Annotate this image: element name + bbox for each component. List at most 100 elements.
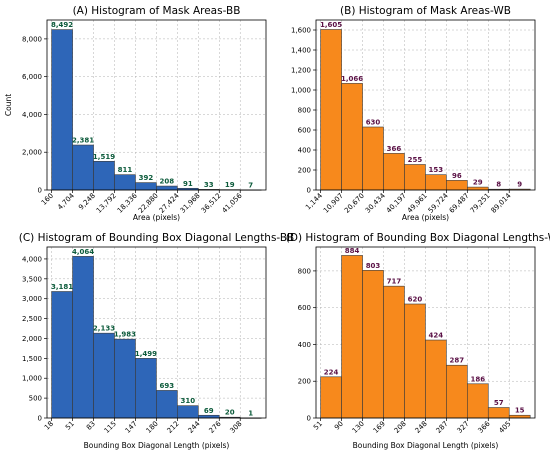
y-tick-label: 0 — [307, 187, 311, 195]
y-tick-label: 3,500 — [22, 275, 42, 283]
x-tick-label: 366 — [477, 419, 492, 434]
y-tick-label: 2,000 — [22, 149, 42, 157]
x-tick-label: 130 — [351, 420, 366, 435]
bar — [93, 332, 115, 419]
data-label: 29 — [473, 179, 483, 187]
bar — [156, 185, 178, 191]
x-tick-label: 51 — [64, 420, 76, 432]
data-label: 811 — [118, 166, 133, 174]
data-label: 19 — [225, 181, 235, 189]
y-tick-label: 500 — [29, 395, 42, 403]
y-tick-label: 0 — [38, 187, 42, 195]
bar — [467, 383, 489, 419]
bar — [135, 182, 157, 191]
x-tick-label: 79,251 — [469, 192, 492, 215]
bar — [320, 29, 342, 191]
data-label: 717 — [387, 278, 402, 286]
x-tick-label: 160 — [40, 192, 55, 207]
y-tick-label: 3,000 — [22, 295, 42, 303]
x-tick-label: 41,056 — [221, 191, 244, 214]
data-label: 392 — [139, 174, 154, 182]
data-label: 9 — [517, 181, 522, 189]
data-label: 2,381 — [72, 137, 94, 145]
x-tick-label: 9,248 — [77, 192, 97, 212]
chart-title: (B) Histogram of Mask Areas-WB — [340, 5, 511, 17]
x-tick-label: 27,424 — [158, 191, 181, 214]
data-label: 186 — [470, 375, 485, 383]
y-tick-label: 1,200 — [291, 67, 311, 75]
data-label: 208 — [160, 178, 175, 186]
y-tick-label: 8,000 — [22, 35, 42, 43]
bar — [362, 270, 384, 419]
data-label: 33 — [204, 181, 214, 189]
data-label: 310 — [181, 397, 196, 405]
x-tick-label: 212 — [166, 420, 181, 435]
y-tick-label: 1,400 — [291, 47, 311, 55]
x-tick-label: 327 — [456, 420, 471, 435]
x-tick-label: 31,968 — [179, 192, 202, 215]
y-tick-label: 200 — [298, 378, 311, 386]
y-tick-label: 2,500 — [22, 315, 42, 323]
x-tick-label: 36,512 — [200, 192, 223, 215]
data-label: 15 — [515, 407, 525, 415]
x-tick-label: 248 — [414, 420, 429, 435]
x-tick-label: 405 — [498, 420, 513, 435]
data-label: 1 — [248, 409, 253, 417]
data-label: 8,492 — [51, 21, 73, 29]
data-label: 1,605 — [320, 21, 342, 29]
bar — [341, 255, 363, 419]
bar — [362, 126, 384, 191]
y-tick-label: 800 — [298, 107, 311, 115]
bar — [467, 186, 489, 191]
bar — [51, 291, 73, 419]
bar — [341, 83, 363, 191]
x-axis-label: Bounding Box Diagonal Length (pixels) — [353, 441, 499, 450]
data-label: 3,181 — [51, 283, 73, 291]
bar — [508, 414, 531, 419]
bar — [425, 174, 447, 191]
y-tick-label: 2,000 — [22, 335, 42, 343]
bar — [156, 390, 178, 419]
x-tick-label: 115 — [103, 420, 118, 435]
bar — [135, 358, 157, 419]
y-tick-label: 1,600 — [291, 27, 311, 35]
x-tick-label: 90 — [333, 420, 345, 432]
x-tick-label: 40,197 — [385, 192, 408, 215]
y-tick-label: 1,000 — [22, 375, 42, 383]
x-tick-label: 180 — [145, 420, 160, 435]
bar — [383, 153, 405, 191]
bar — [93, 161, 115, 191]
data-label: 1,499 — [135, 350, 157, 358]
y-tick-label: 0 — [307, 415, 311, 423]
x-tick-label: 308 — [229, 420, 244, 435]
bar — [404, 164, 426, 191]
chart-panel-1: 1,605 1,066 630 366 255 153 96 29 8 9 0 200 400 600 80… — [291, 5, 536, 222]
x-tick-label: 51 — [312, 420, 324, 432]
chart-panel-3: 224 884 803 717 620 424 287 186 57 15 0 200 400 600 80… — [286, 232, 550, 450]
y-tick-label: 600 — [298, 304, 311, 312]
x-tick-label: 83 — [85, 420, 97, 432]
data-label: 803 — [366, 262, 381, 270]
bar — [425, 339, 447, 419]
chart-title: (C) Histogram of Bounding Box Diagonal L… — [19, 232, 295, 244]
x-tick-label: 18 — [43, 420, 55, 432]
y-tick-label: 200 — [298, 167, 311, 175]
y-tick-label: 1,500 — [22, 355, 42, 363]
data-label: 4,064 — [72, 248, 94, 256]
x-tick-label: 244 — [187, 419, 202, 434]
data-label: 366 — [387, 145, 402, 153]
y-tick-label: 4,000 — [22, 255, 42, 263]
x-tick-label: 30,434 — [364, 191, 387, 214]
bar — [198, 414, 220, 419]
x-tick-label: 69,487 — [448, 192, 471, 215]
x-tick-label: 59,724 — [427, 191, 450, 214]
x-tick-label: 287 — [435, 420, 450, 435]
bar — [114, 338, 136, 419]
bar — [446, 364, 468, 419]
x-tick-label: 147 — [124, 420, 139, 435]
x-tick-label: 49,961 — [406, 192, 429, 215]
data-label: 693 — [160, 382, 175, 390]
data-label: 255 — [408, 156, 423, 164]
chart-title: (A) Histogram of Mask Areas-BB — [73, 5, 241, 17]
data-label: 7 — [248, 181, 253, 189]
